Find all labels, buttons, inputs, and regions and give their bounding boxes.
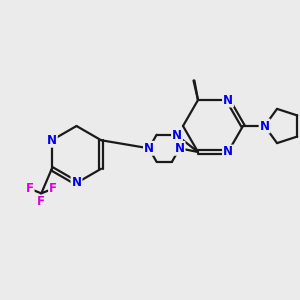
Text: N: N — [144, 142, 154, 155]
Text: N: N — [260, 119, 270, 133]
Text: F: F — [49, 182, 57, 195]
Text: N: N — [172, 129, 182, 142]
Text: N: N — [71, 176, 82, 190]
Text: F: F — [37, 195, 45, 208]
Text: F: F — [26, 182, 34, 195]
Text: N: N — [175, 142, 184, 155]
Text: N: N — [223, 146, 233, 158]
Text: N: N — [47, 134, 57, 147]
Text: N: N — [223, 94, 233, 106]
